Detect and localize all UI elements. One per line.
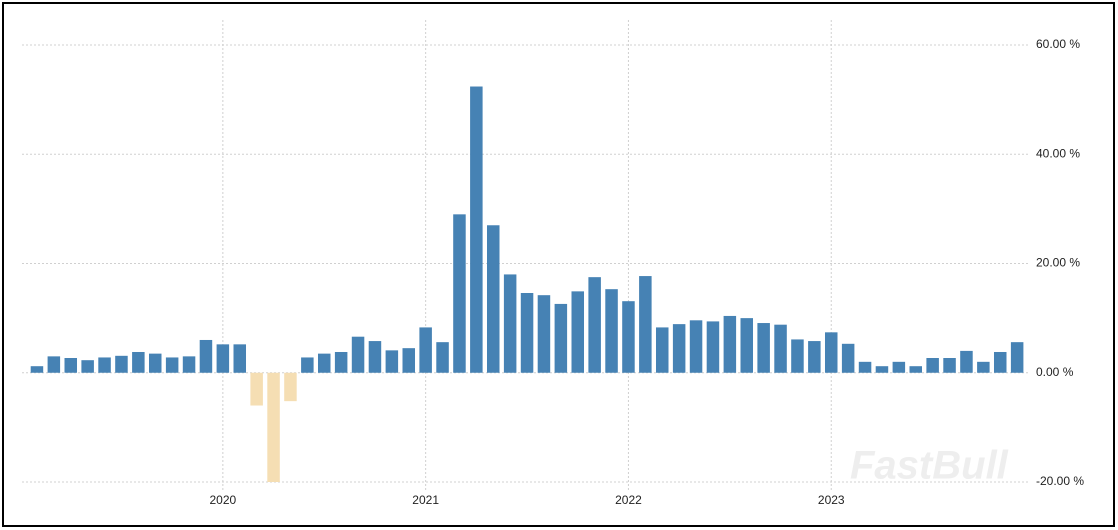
- bar: [808, 341, 821, 373]
- bar: [165, 357, 179, 373]
- bar: [757, 323, 770, 373]
- bar: [774, 324, 787, 373]
- bar: [858, 361, 872, 373]
- bar: [841, 343, 855, 373]
- bar: [182, 356, 196, 373]
- bar: [233, 344, 247, 373]
- x-tick-label: 2020: [209, 493, 236, 507]
- bar: [537, 295, 551, 373]
- bar: [148, 353, 162, 373]
- bar: [639, 276, 652, 373]
- bar: [605, 289, 618, 373]
- bar: [351, 336, 365, 373]
- bar: [98, 357, 111, 373]
- bar: [571, 291, 585, 373]
- bar: [672, 324, 686, 373]
- bar: [875, 366, 889, 373]
- bar: [385, 350, 399, 373]
- bar: [250, 372, 263, 406]
- bar: [284, 372, 297, 402]
- bar: [943, 358, 956, 373]
- bar: [81, 360, 94, 373]
- bar: [199, 339, 213, 373]
- bar: [909, 366, 923, 373]
- y-tick-label: 0.00 %: [1036, 365, 1074, 379]
- bar: [588, 277, 601, 373]
- bar: [824, 332, 838, 373]
- bar: [470, 86, 483, 373]
- bar: [926, 358, 939, 373]
- bar: [419, 327, 432, 373]
- y-tick-label: 40.00 %: [1036, 146, 1080, 160]
- bar: [115, 355, 128, 373]
- bar: [554, 303, 568, 373]
- bar: [453, 214, 466, 373]
- bar: [520, 292, 534, 373]
- bar: [740, 318, 754, 373]
- bar: [486, 225, 500, 373]
- bar: [317, 353, 331, 373]
- bar: [960, 350, 973, 373]
- bar: [368, 341, 382, 373]
- bar: [655, 327, 669, 373]
- bar: [689, 320, 703, 373]
- watermark: FastBull: [850, 444, 1009, 488]
- y-tick-label: 20.00 %: [1036, 256, 1080, 270]
- bar: [301, 357, 314, 373]
- bar: [30, 366, 44, 373]
- x-tick-label: 2022: [615, 493, 642, 507]
- bar: [402, 348, 416, 373]
- bar: [622, 301, 635, 373]
- bar: [993, 351, 1007, 373]
- bar: [334, 351, 348, 373]
- bar: [1010, 342, 1024, 373]
- bar: [503, 274, 517, 373]
- bar: [47, 356, 61, 373]
- bar: [892, 361, 906, 373]
- bar: [977, 361, 990, 373]
- y-tick-label: -20.00 %: [1036, 474, 1084, 488]
- bar: [723, 315, 737, 373]
- y-tick-label: 60.00 %: [1036, 37, 1080, 51]
- bar: [132, 351, 145, 373]
- x-tick-label: 2021: [412, 493, 439, 507]
- bar: [436, 342, 449, 373]
- x-tick-label: 2023: [818, 493, 845, 507]
- bar: [706, 321, 720, 373]
- bar: [791, 339, 804, 373]
- bar: [216, 344, 230, 373]
- bar: [64, 358, 78, 373]
- bar: [267, 372, 280, 482]
